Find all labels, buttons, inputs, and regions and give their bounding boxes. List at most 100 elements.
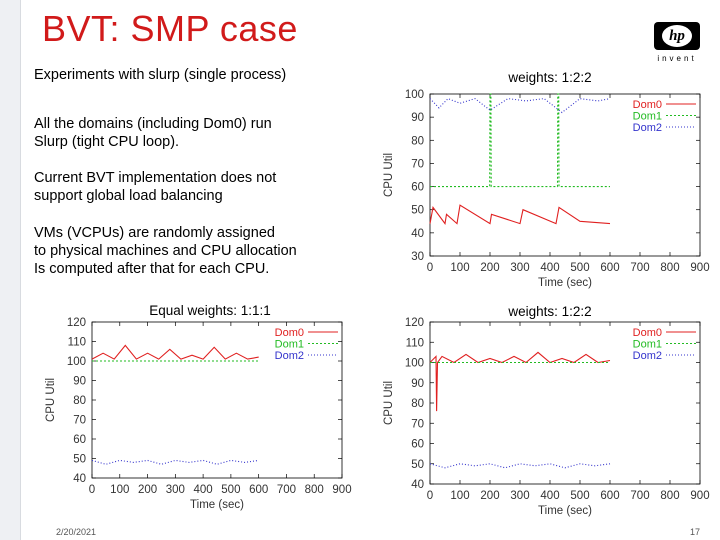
chart-title-top-right: weights: 1:2:2	[508, 70, 592, 85]
chart-bottom-right: 40 50 60 70 80 90 100 110 120 0 100 200 300 400 500 600…	[383, 317, 710, 517]
x-tick-label: 100	[110, 484, 129, 496]
paragraph-line: Experiments with slurp (single process)	[34, 67, 287, 83]
hp-logo-tagline: invent	[657, 54, 697, 63]
plot-frame	[91, 321, 343, 479]
x-tick-label: 600	[600, 490, 619, 502]
paragraph-line: All the domains (including Dom0) run	[34, 116, 272, 132]
legend-label-dom0: Dom0	[633, 327, 662, 339]
paragraph-line: support global load balancing	[34, 188, 223, 204]
paragraph-domains: All the domains (including Dom0) run Slu…	[34, 115, 272, 151]
chart-title-bottom-right: weights: 1:2:2	[508, 304, 592, 319]
y-tick-label: 50	[73, 454, 86, 466]
y-tick-label: 80	[73, 395, 86, 407]
x-tick-label: 100	[450, 262, 469, 274]
series-line-dom0	[429, 204, 611, 225]
x-tick-label: 800	[305, 484, 324, 496]
paragraph-line: Current BVT implementation does not	[34, 170, 277, 186]
x-tick-label: 900	[690, 262, 709, 274]
y-tick-label: 100	[67, 356, 86, 368]
legend-label-dom1: Dom1	[633, 111, 662, 123]
x-tick-label: 400	[540, 490, 559, 502]
chart-bottom-left: 40 50 60 70 80 90 100 110 120 0 100 200 300 400 500 600…	[45, 317, 352, 511]
y-tick-label: 90	[73, 376, 86, 388]
series-line-dom2	[429, 463, 611, 469]
x-tick-label: 300	[510, 490, 529, 502]
y-axis-label: CPU Util	[383, 153, 395, 197]
paragraph-line: Slurp (tight CPU loop).	[34, 134, 180, 150]
left-rule-line	[20, 0, 21, 540]
paragraph-line: Is computed after that for each CPU.	[34, 261, 270, 277]
x-tick-label: 500	[221, 484, 240, 496]
x-tick-label: 200	[138, 484, 157, 496]
x-tick-label: 0	[427, 490, 433, 502]
plot-frame	[429, 93, 701, 257]
x-tick-label: 600	[249, 484, 268, 496]
y-tick-label: 90	[411, 378, 424, 390]
y-axis-label: CPU Util	[45, 378, 57, 422]
x-tick-label: 0	[427, 262, 433, 274]
hp-logo-mark: hp	[662, 25, 692, 47]
x-tick-label: 800	[660, 262, 679, 274]
x-tick-label: 200	[480, 262, 499, 274]
x-tick-label: 400	[194, 484, 213, 496]
x-tick-label: 300	[166, 484, 185, 496]
y-tick-label: 60	[411, 182, 424, 194]
paragraph-vms: VMs (VCPUs) are randomly assigned to phy…	[34, 224, 297, 278]
x-tick-label: 700	[277, 484, 296, 496]
legend-label-dom2: Dom2	[275, 350, 304, 362]
y-tick-label: 80	[411, 135, 424, 147]
y-axis-label: CPU Util	[383, 381, 395, 425]
x-tick-label: 700	[630, 262, 649, 274]
x-axis-label: Time (sec)	[538, 505, 592, 517]
y-tick-label: 120	[405, 317, 424, 329]
legend-label-dom1: Dom1	[275, 339, 304, 351]
x-tick-label: 300	[510, 262, 529, 274]
left-rule	[0, 0, 20, 540]
x-tick-label: 500	[570, 262, 589, 274]
legend-label-dom2: Dom2	[633, 122, 662, 134]
y-tick-label: 30	[411, 251, 424, 263]
y-tick-label: 110	[68, 337, 86, 349]
y-tick-label: 60	[411, 439, 424, 451]
legend-label-dom1: Dom1	[633, 339, 662, 351]
x-tick-label: 0	[89, 484, 95, 496]
x-tick-label: 600	[600, 262, 619, 274]
x-tick-label: 500	[570, 490, 589, 502]
hp-logo: hp	[654, 22, 700, 50]
paragraph-line: VMs (VCPUs) are randomly assigned	[34, 225, 275, 241]
series-line-dom0	[91, 344, 259, 360]
y-tick-label: 50	[411, 205, 424, 217]
y-tick-label: 60	[73, 434, 86, 446]
paragraph-bvt: Current BVT implementation does not supp…	[34, 169, 276, 205]
y-tick-label: 50	[411, 459, 424, 471]
x-axis-label: Time (sec)	[190, 499, 244, 511]
y-tick-label: 90	[411, 112, 424, 124]
legend-label-dom0: Dom0	[633, 99, 662, 111]
x-axis-label: Time (sec)	[538, 277, 592, 289]
y-tick-label: 100	[405, 358, 424, 370]
y-tick-label: 70	[411, 158, 424, 170]
y-tick-label: 120	[67, 317, 86, 329]
legend-label-dom0: Dom0	[275, 327, 304, 339]
y-tick-label: 70	[411, 418, 424, 430]
y-tick-label: 80	[411, 398, 424, 410]
y-tick-label: 110	[406, 337, 424, 349]
y-tick-label: 100	[405, 89, 424, 101]
y-tick-label: 40	[411, 228, 424, 240]
x-tick-label: 900	[690, 490, 709, 502]
slide-title: BVT: SMP case	[42, 8, 298, 49]
page-number: 17	[690, 527, 701, 537]
x-tick-label: 200	[480, 490, 499, 502]
chart-title-bottom-left: Equal weights: 1:1:1	[149, 303, 271, 318]
x-tick-label: 100	[450, 490, 469, 502]
paragraph-line: to physical machines and CPU allocation	[34, 243, 297, 259]
y-tick-label: 70	[73, 415, 86, 427]
x-tick-label: 800	[660, 490, 679, 502]
legend-label-dom2: Dom2	[633, 350, 662, 362]
paragraph-experiments: Experiments with slurp (single process)	[34, 66, 286, 84]
x-tick-label: 400	[540, 262, 559, 274]
y-tick-label: 40	[411, 479, 424, 491]
x-tick-label: 700	[630, 490, 649, 502]
chart-top-right: 30 40 50 60 70 80 90 100 0 100 200 300 400 500 600 700 8…	[383, 89, 710, 289]
x-tick-label: 900	[332, 484, 351, 496]
